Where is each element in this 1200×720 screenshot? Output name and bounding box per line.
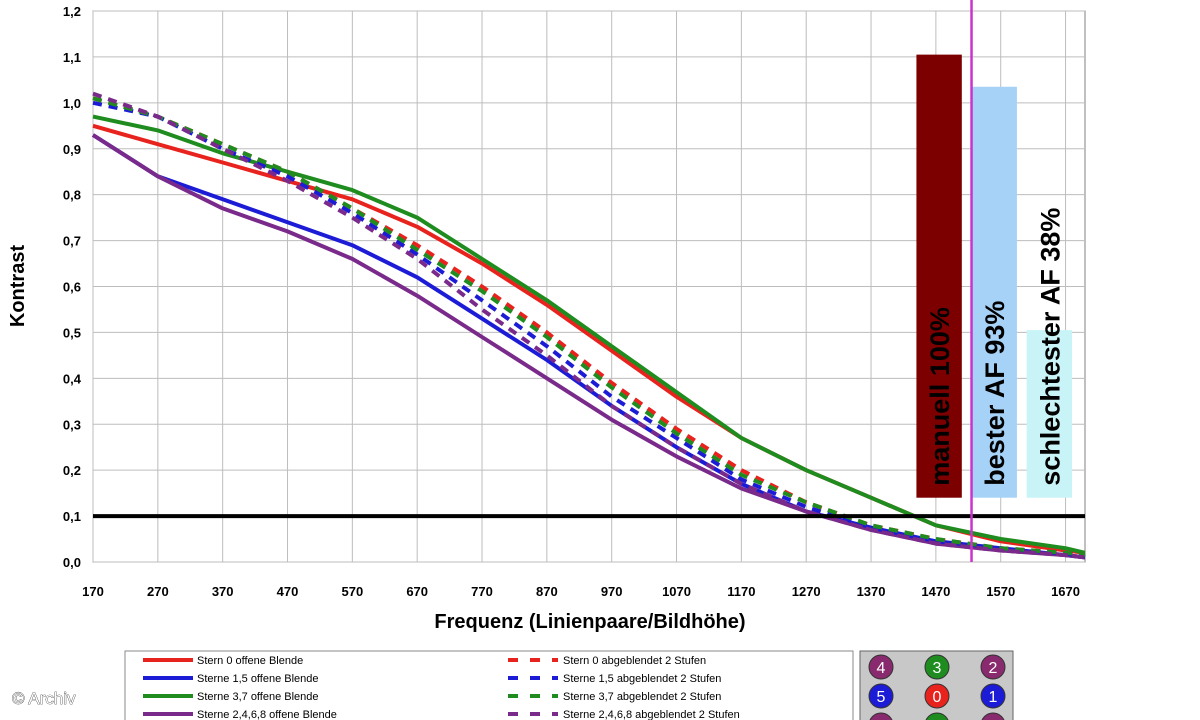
marker-circle [868, 654, 894, 680]
y-tick-label: 0,2 [63, 463, 81, 478]
marker-circle [980, 683, 1006, 709]
legend-label: Stern 0 abgeblendet 2 Stufen [563, 655, 706, 667]
x-axis-title: Frequenz (Linienpaare/Bildhöhe) [434, 611, 745, 633]
legend: Stern 0 offene Blende Sterne 1,5 offene B… [124, 650, 854, 720]
x-tick-label: 270 [147, 584, 169, 599]
legend-label: Sterne 3,7 abgeblendet 2 Stufen [563, 691, 721, 703]
bar-2 [971, 86, 1017, 498]
x-tick-label: 1170 [727, 584, 755, 599]
marker-panel: 4 3 2 5 0 1 [859, 650, 1014, 720]
x-tick-label: 870 [536, 584, 558, 599]
x-tick-label: 1370 [857, 584, 886, 599]
x-tick-label: 1570 [986, 584, 1015, 599]
y-tick-labels: 0,0 0,1 0,2 0,3 0,4 0,5 0,6 0,7 0,8 0,9 1,0 1,1 1,2 [63, 4, 82, 570]
x-tick-label: 1470 [921, 584, 950, 599]
bar-label-2: bester AF 93% [980, 301, 1010, 486]
y-tick-label: 0,0 [63, 555, 81, 570]
bar-3 [1026, 330, 1073, 498]
legend-label: Sterne 3,7 offene Blende [197, 691, 319, 703]
y-tick-label: 0,8 [63, 188, 81, 203]
series-lines [91, 91, 1086, 560]
legend-box [124, 650, 854, 720]
y-tick-label: 0,9 [63, 142, 81, 157]
marker-circle [925, 712, 949, 720]
legend-label: Sterne 1,5 offene Blende [197, 673, 319, 685]
marker-label: 2 [989, 660, 998, 677]
marker-label: 0 [933, 689, 942, 706]
marker-label: 1 [989, 689, 998, 706]
marker-circle [869, 712, 893, 720]
series-line-3 [92, 114, 1086, 555]
bar-1 [916, 54, 962, 498]
bar-label-1: manuell 100% [925, 307, 955, 486]
marker-circle [981, 712, 1005, 720]
series-line-4 [91, 133, 1086, 560]
x-tick-label: 570 [341, 584, 363, 599]
marker-circle [980, 654, 1006, 680]
watermark: © Archiv [12, 689, 76, 708]
x-tick-label: 1670 [1051, 584, 1080, 599]
legend-label: Sterne 1,5 abgeblendet 2 Stufen [563, 673, 721, 685]
series-line-7 [92, 96, 1086, 558]
x-tick-label: 470 [277, 584, 299, 599]
x-tick-labels: 170 270 370 470 570 670 770 870 970 1070 1170 1270 1… [82, 584, 1080, 599]
y-tick-label: 0,4 [63, 371, 82, 386]
series-line-8 [92, 91, 1086, 560]
legend-label: Sterne 2,4,6,8 offene Blende [197, 709, 337, 720]
bar-label-3: schlechtester AF 38% [1035, 208, 1065, 486]
y-axis-title: Kontrast [7, 245, 29, 328]
y-tick-label: 0,3 [63, 417, 81, 432]
y-tick-label: 1,2 [63, 4, 81, 19]
y-tick-label: 0,6 [63, 280, 81, 295]
marker-circle [924, 683, 950, 709]
y-tick-label: 1,1 [63, 50, 81, 65]
marker-label: 4 [877, 660, 886, 677]
x-tick-label: 170 [82, 584, 104, 599]
legend-label: Sterne 2,4,6,8 abgeblendet 2 Stufen [563, 709, 740, 720]
x-tick-label: 370 [212, 584, 234, 599]
y-tick-label: 0,1 [63, 509, 81, 524]
marker-circle [924, 654, 950, 680]
x-tick-label: 1270 [792, 584, 821, 599]
x-tick-label: 970 [601, 584, 623, 599]
x-tick-label: 770 [471, 584, 493, 599]
marker-label: 3 [933, 660, 942, 677]
legend-label: Stern 0 offene Blende [197, 655, 303, 667]
y-tick-label: 1,0 [63, 96, 81, 111]
x-tick-label: 670 [406, 584, 428, 599]
reference-lines [93, 0, 1085, 562]
x-tick-label: 1070 [662, 584, 691, 599]
y-tick-label: 0,5 [63, 325, 81, 340]
bars: manuell 100% bester AF 93% schlechtester A… [916, 54, 1073, 498]
marker-label: 5 [877, 689, 886, 706]
y-tick-label: 0,7 [63, 234, 81, 249]
marker-circle [868, 683, 894, 709]
